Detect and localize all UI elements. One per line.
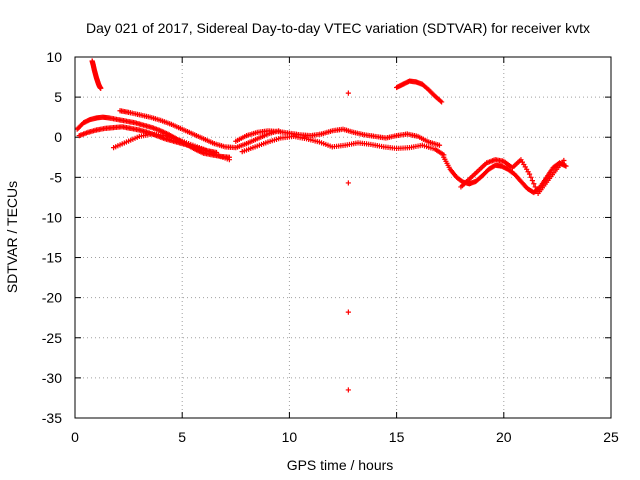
y-tick-label: -30 <box>42 370 62 386</box>
series-outliers <box>345 90 351 393</box>
grid-layer <box>75 57 611 418</box>
y-tick-label: -15 <box>42 250 62 266</box>
x-axis-label: GPS time / hours <box>287 457 394 473</box>
data-point <box>436 142 443 148</box>
data-point <box>345 309 351 315</box>
x-tick-label: 15 <box>389 429 405 445</box>
plot-frame <box>74 56 612 419</box>
data-point <box>345 387 351 393</box>
data-point-fill <box>531 181 537 187</box>
series-track-c <box>117 108 282 151</box>
y-tick-label: -25 <box>42 330 62 346</box>
series-track-d <box>110 131 232 163</box>
series-track-f <box>239 133 447 158</box>
series-track-e <box>233 126 443 148</box>
data-point <box>563 163 569 169</box>
tick-layer: 0 5 10 15 20 25 10 5 0 -5 -10 -15 -20 -25 -30 -35 <box>42 49 619 445</box>
series-hump <box>394 78 445 105</box>
x-tick-label: 25 <box>603 429 619 445</box>
data-point-fill <box>528 174 534 180</box>
x-tick-label: 20 <box>496 429 512 445</box>
data-point-fill <box>532 184 538 190</box>
series-early-spike <box>89 58 104 91</box>
data-point <box>526 171 533 177</box>
x-tick-label: 0 <box>71 429 79 445</box>
data-point <box>561 157 567 164</box>
y-tick-label: 10 <box>46 49 62 65</box>
data-point-fill <box>437 98 444 104</box>
y-tick-label: -20 <box>42 290 62 306</box>
series-track-h <box>458 157 567 196</box>
y-tick-label: 5 <box>54 89 62 105</box>
x-tick-label: 5 <box>178 429 186 445</box>
y-tick-label: -35 <box>42 410 62 426</box>
y-tick-label: -5 <box>50 169 63 185</box>
y-axis-label: SDTVAR / TECUs <box>4 181 20 293</box>
data-marks <box>74 58 569 393</box>
data-point-fill <box>529 177 535 184</box>
data-point <box>98 85 104 91</box>
data-point <box>439 99 445 105</box>
data-point <box>345 180 351 186</box>
y-tick-label: 0 <box>54 129 62 145</box>
data-point <box>226 157 232 163</box>
x-tick-label: 10 <box>282 429 298 445</box>
data-point <box>345 90 351 96</box>
chart-title: Day 021 of 2017, Sidereal Day-to-day VTE… <box>86 20 590 36</box>
y-tick-label: -10 <box>42 209 62 225</box>
